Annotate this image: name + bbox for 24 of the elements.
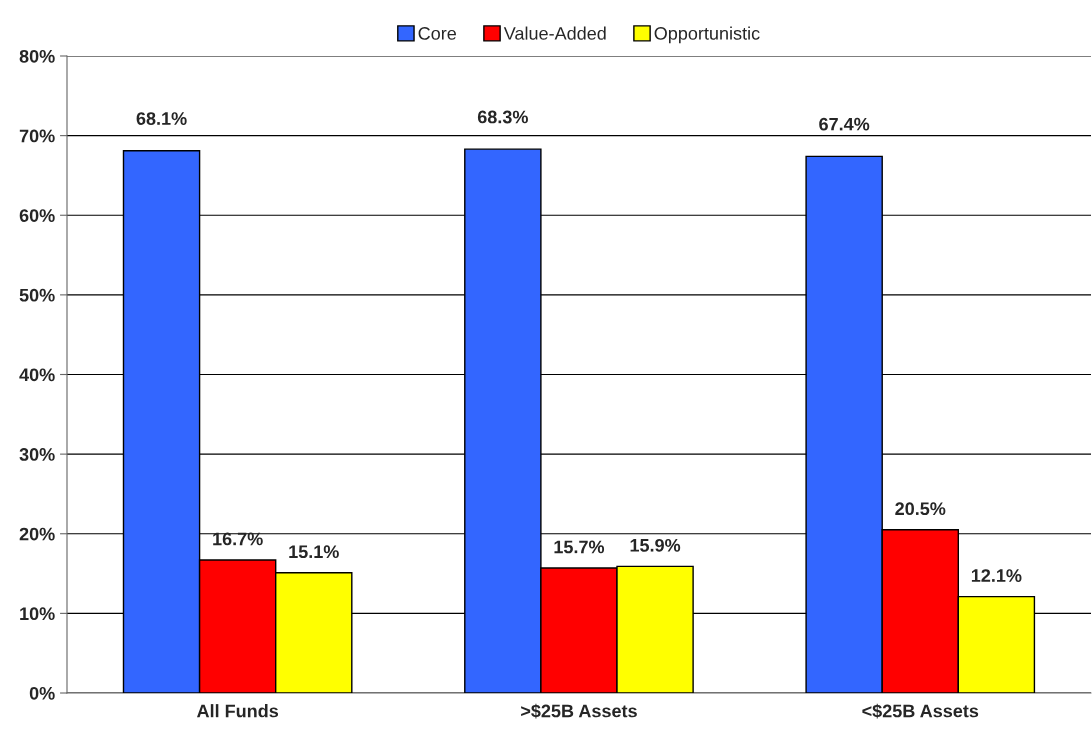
data-label: 16.7%	[213, 532, 263, 546]
y-tick-label: 50%	[19, 288, 55, 302]
data-label: 68.3%	[477, 110, 528, 124]
y-tick-label: 60%	[19, 209, 55, 222]
y-tick-label: 10%	[20, 607, 55, 621]
x-tick-label: >$25B Assets	[521, 703, 637, 719]
x-tick-label: All Funds	[196, 704, 279, 718]
legend-label: Core	[418, 27, 456, 40]
legend-label: Opportunistic	[654, 26, 760, 44]
y-tick-label: 20%	[19, 527, 55, 541]
x-tick-label: <$25B Assets	[862, 703, 979, 719]
y-tick-label: 70%	[19, 129, 55, 143]
data-label: 12.1%	[971, 569, 1022, 582]
data-label: 15.1%	[289, 545, 339, 559]
data-label: 68.1%	[136, 112, 187, 125]
legend-label: Value-Added	[503, 26, 606, 40]
y-tick-label: 40%	[19, 368, 55, 382]
data-label: 15.9%	[630, 538, 681, 552]
y-tick-label: 0%	[29, 686, 55, 700]
data-label: 20.5%	[895, 502, 946, 516]
data-label: 15.7%	[554, 540, 605, 554]
data-label: 67.4%	[819, 117, 870, 131]
y-tick-label: 30%	[19, 448, 55, 461]
y-tick-label: 80%	[19, 49, 55, 63]
